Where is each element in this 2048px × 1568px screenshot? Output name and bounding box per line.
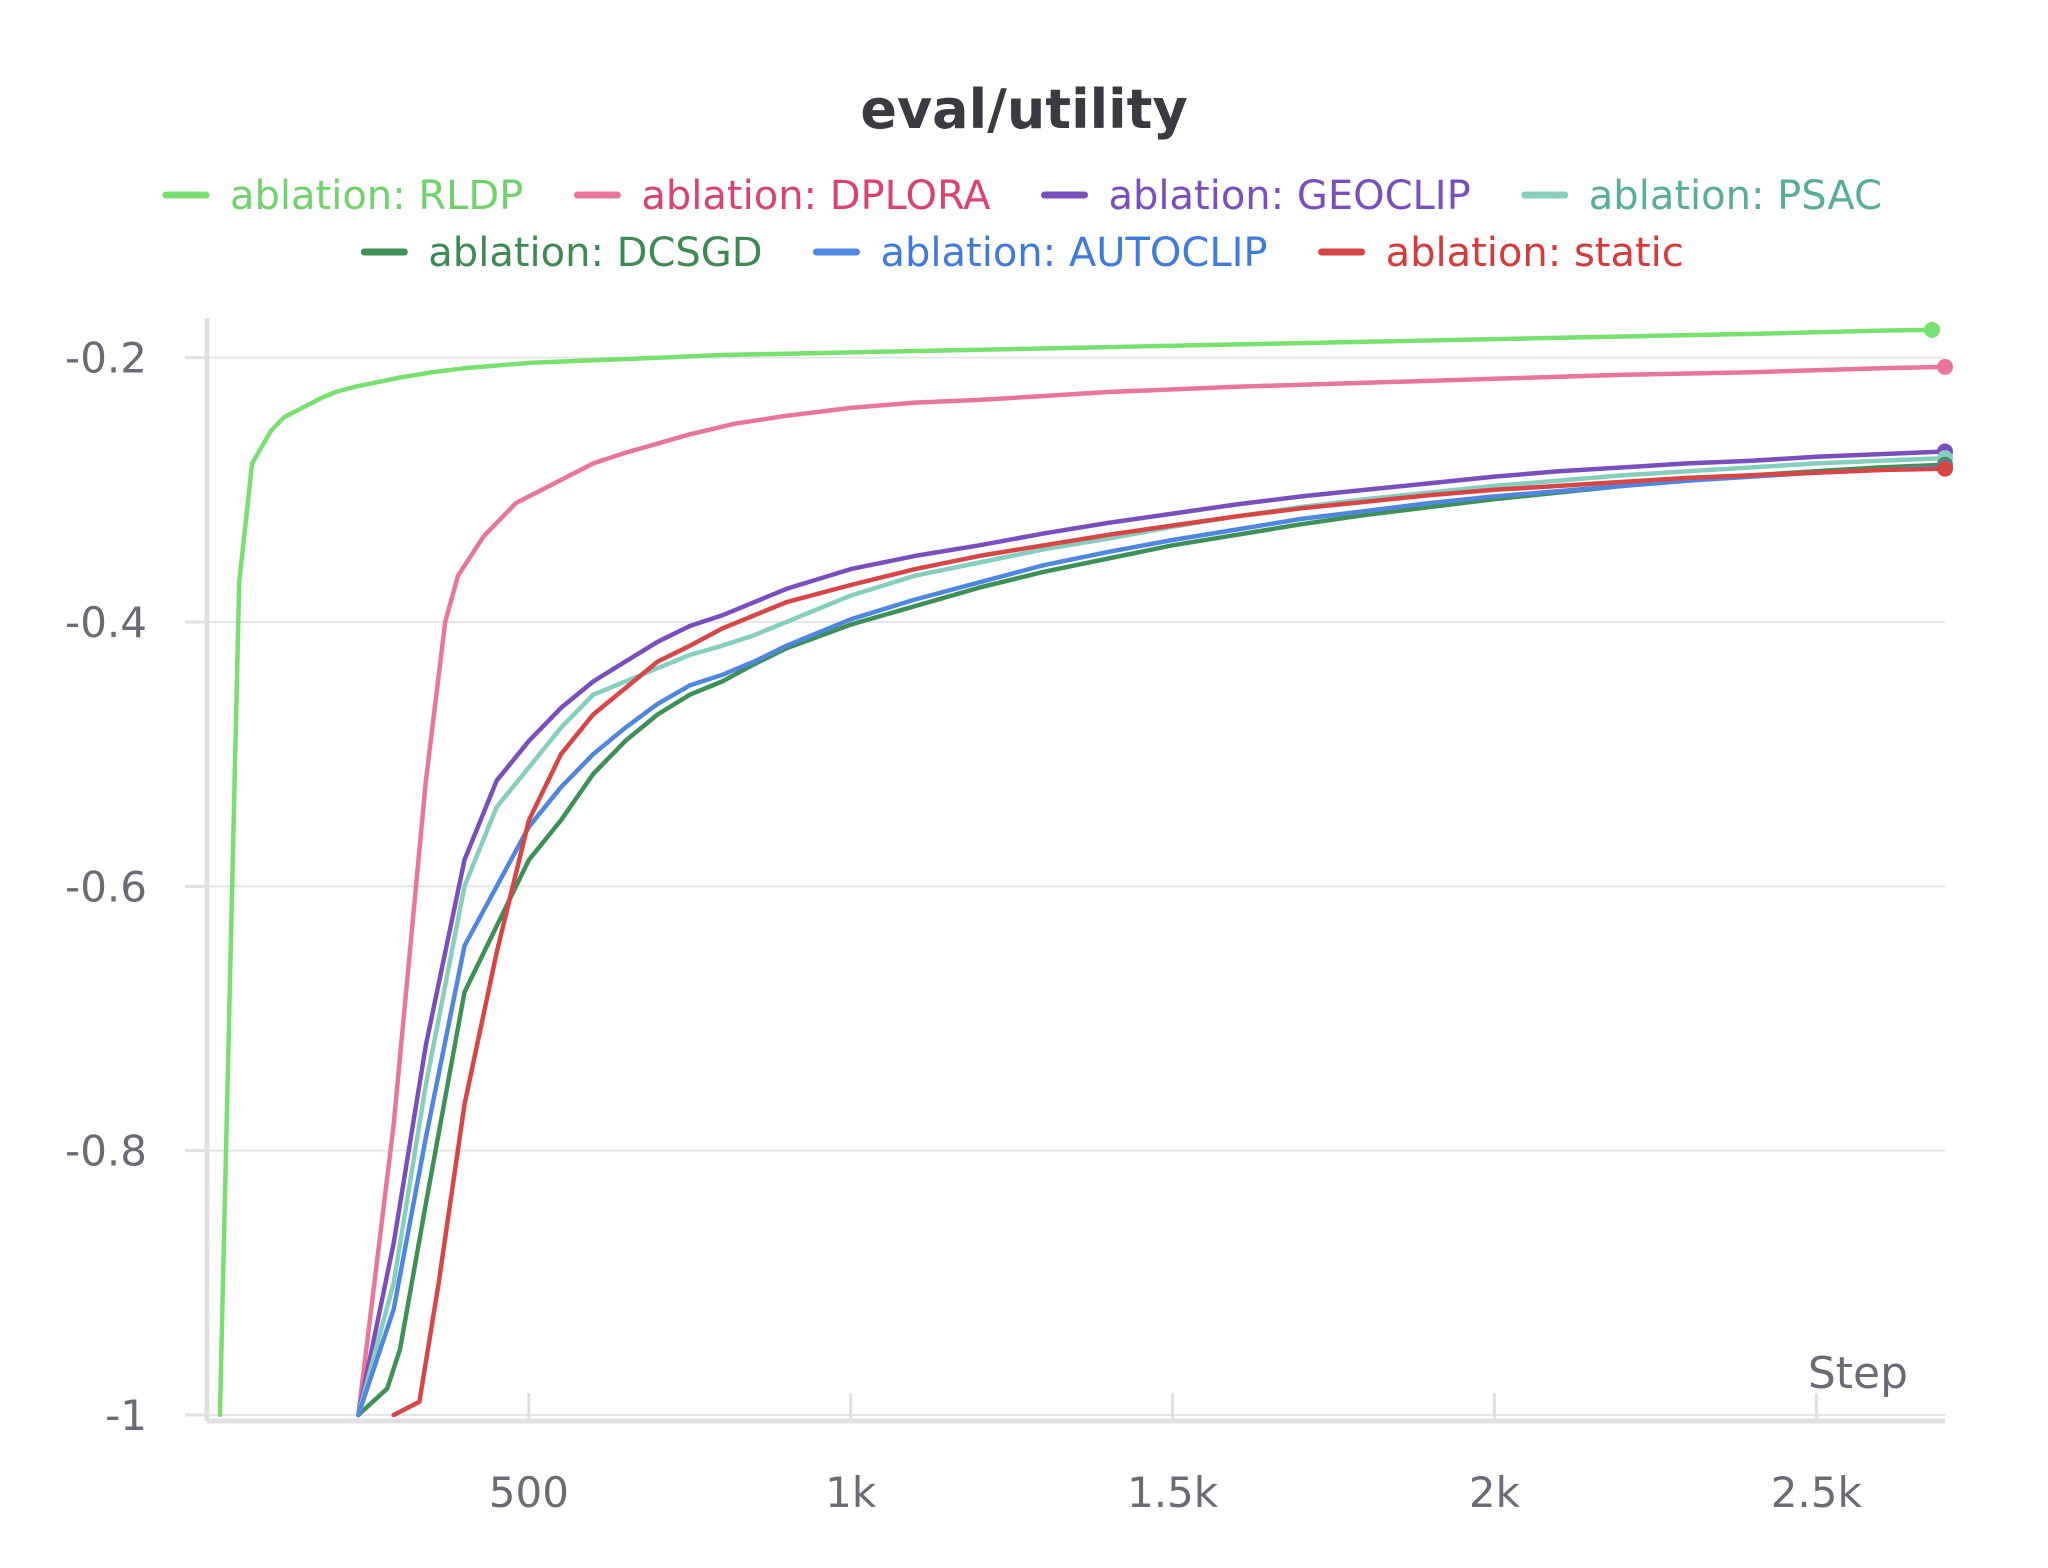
- legend-label: ablation: static: [1386, 230, 1684, 276]
- legend-item-ablation-static[interactable]: ablation: static: [1318, 230, 1684, 276]
- x-tick-label: 2.5k: [1771, 1468, 1863, 1517]
- series-endpoint: [1937, 358, 1953, 375]
- series-line: [391, 466, 1948, 1418]
- legend-item-ablation-psac[interactable]: ablation: PSAC: [1521, 173, 1882, 219]
- legend-item-ablation-dplora[interactable]: ablation: DPLORA: [573, 173, 991, 219]
- series-line: [356, 462, 1948, 1418]
- x-axis-label: Step: [1808, 1348, 1908, 1399]
- x-tick-label: 2k: [1469, 1468, 1521, 1517]
- series-line: [356, 449, 1948, 1418]
- y-tick-label: -0.6: [65, 862, 147, 911]
- y-axis-ticks: -0.2 -0.4 -0.6 -0.8 -1: [65, 334, 207, 1440]
- y-tick-label: -0.8: [65, 1127, 147, 1176]
- series-endpoint: [1937, 460, 1953, 477]
- legend-label: ablation: GEOCLIP: [1109, 173, 1471, 219]
- y-tick-label: -0.2: [65, 334, 147, 383]
- legend: ablation: RLDP ablation: DPLORA ablation: …: [162, 173, 1882, 276]
- series-ablation-psac: [356, 450, 1953, 1418]
- series-ablation-static: [391, 460, 1953, 1418]
- x-tick-label: 1.5k: [1127, 1468, 1219, 1517]
- series-line: [217, 327, 1935, 1418]
- legend-label: ablation: RLDP: [230, 173, 523, 219]
- series-ablation-dplora: [356, 358, 1953, 1418]
- y-tick-label: -0.4: [65, 598, 147, 647]
- series-endpoint: [1924, 321, 1941, 338]
- series-ablation-rldp: [217, 321, 1941, 1418]
- gridlines: [207, 356, 1945, 1416]
- legend-item-ablation-autoclip[interactable]: ablation: AUTOCLIP: [813, 230, 1268, 276]
- series-lines: [217, 321, 1953, 1418]
- chart-title: eval/utility: [860, 78, 1187, 141]
- axes: [204, 318, 1945, 1424]
- x-tick-label: 500: [489, 1468, 569, 1517]
- legend-label: ablation: DCSGD: [428, 230, 762, 276]
- series-ablation-geoclip: [356, 443, 1953, 1418]
- series-line: [356, 455, 1948, 1418]
- y-tick-label: -1: [105, 1391, 147, 1440]
- legend-label: ablation: DPLORA: [641, 173, 991, 219]
- series-ablation-autoclip: [356, 459, 1953, 1418]
- series-line: [356, 465, 1948, 1418]
- series-ablation-dcsgd: [356, 456, 1953, 1418]
- x-axis-ticks: 500 1k 1.5k 2k 2.5k: [489, 1393, 1863, 1517]
- series-line: [356, 364, 1948, 1418]
- legend-item-ablation-dcsgd[interactable]: ablation: DCSGD: [360, 230, 763, 276]
- legend-label: ablation: AUTOCLIP: [881, 230, 1268, 276]
- legend-item-ablation-rldp[interactable]: ablation: RLDP: [162, 173, 523, 219]
- x-tick-label: 1k: [825, 1468, 877, 1517]
- legend-label: ablation: PSAC: [1589, 173, 1882, 219]
- legend-item-ablation-geoclip[interactable]: ablation: GEOCLIP: [1041, 173, 1471, 219]
